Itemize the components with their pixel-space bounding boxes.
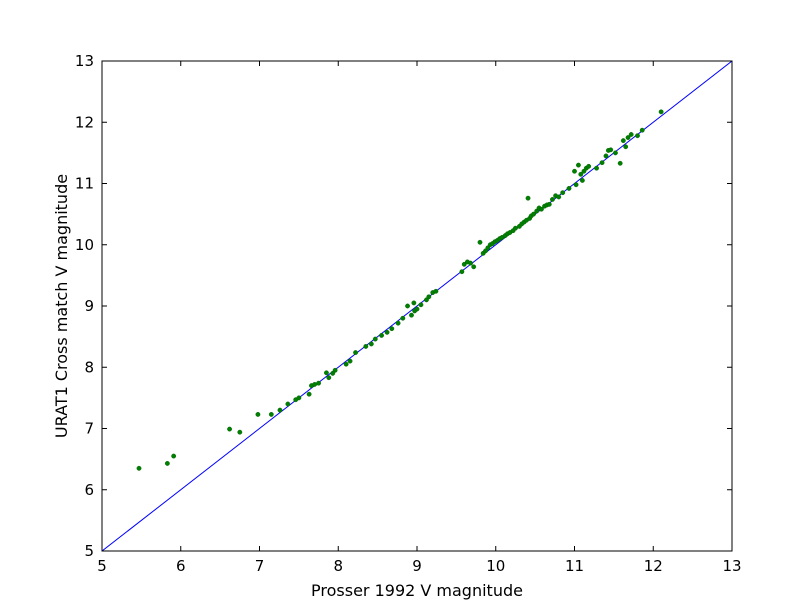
data-point	[579, 178, 585, 183]
data-point	[639, 127, 645, 133]
x-tick-label: 13	[722, 557, 741, 575]
data-point	[433, 288, 439, 294]
data-point	[372, 336, 378, 342]
data-point	[513, 225, 518, 231]
data-point	[477, 239, 483, 245]
data-point	[471, 264, 477, 270]
plot-area	[102, 61, 732, 551]
x-tick-label: 12	[644, 557, 663, 575]
plot-frame	[101, 60, 733, 552]
data-point	[461, 261, 467, 267]
data-point	[405, 303, 410, 309]
data-point	[414, 306, 420, 312]
x-axis-title: Prosser 1992 V magnitude	[311, 581, 523, 600]
reference-line	[102, 61, 732, 551]
data-point	[560, 190, 566, 196]
x-tick-label: 9	[412, 557, 422, 575]
data-point	[625, 135, 631, 140]
data-point	[312, 381, 318, 387]
data-point	[164, 461, 170, 466]
data-point	[136, 465, 142, 471]
y-tick-label: 6	[84, 481, 94, 499]
data-point	[599, 160, 605, 166]
data-point	[613, 150, 618, 156]
y-tick-label: 13	[75, 52, 94, 70]
data-point	[384, 329, 390, 335]
data-point	[347, 358, 353, 364]
y-tick-label: 12	[75, 113, 94, 131]
data-point	[316, 380, 321, 386]
data-point	[623, 144, 629, 150]
x-tick-label: 10	[486, 557, 505, 575]
data-point	[389, 326, 395, 332]
data-point	[617, 160, 623, 166]
x-tick-label: 8	[333, 557, 343, 575]
data-point	[550, 197, 555, 202]
y-tick-label: 8	[84, 358, 94, 376]
data-point	[573, 182, 579, 188]
y-tick-label: 7	[84, 420, 94, 438]
data-point	[658, 109, 664, 115]
data-point	[635, 133, 640, 139]
data-point	[468, 260, 473, 266]
x-tick-label: 7	[255, 557, 265, 575]
x-tick-label: 6	[176, 557, 186, 575]
data-point	[255, 412, 261, 417]
data-point	[324, 370, 329, 376]
data-point	[277, 407, 283, 413]
x-tick-label: 11	[565, 557, 584, 575]
data-point	[306, 391, 312, 397]
data-point	[556, 194, 562, 200]
data-point	[227, 426, 232, 432]
data-point	[400, 315, 406, 321]
x-tick-label: 5	[97, 557, 107, 575]
data-point	[586, 163, 592, 169]
y-axis: 5 6 7 8 9 10 11 12 13	[75, 52, 732, 560]
data-point	[525, 195, 531, 201]
data-point	[268, 412, 274, 417]
data-point	[576, 162, 581, 168]
data-point	[379, 332, 384, 338]
data-point	[603, 153, 609, 159]
data-point	[539, 206, 544, 212]
data-point	[459, 269, 465, 275]
data-point	[332, 367, 338, 373]
data-point	[531, 211, 536, 217]
data-point	[620, 138, 626, 144]
data-point	[171, 453, 177, 459]
data-point	[566, 185, 572, 191]
data-point	[296, 395, 302, 401]
y-tick-label: 5	[84, 542, 94, 560]
data-point	[409, 312, 414, 318]
data-point	[285, 401, 291, 407]
data-points	[136, 109, 664, 471]
data-point	[578, 171, 584, 177]
data-point	[628, 132, 634, 137]
y-tick-label: 9	[84, 297, 94, 315]
data-point	[411, 300, 417, 306]
y-axis-title: URAT1 Cross match V magnitude	[52, 174, 71, 438]
y-tick-label: 10	[75, 236, 94, 254]
data-point	[426, 294, 432, 300]
data-point	[368, 341, 374, 347]
data-point	[594, 165, 599, 171]
data-point	[343, 361, 349, 367]
y-tick-label: 11	[75, 175, 94, 193]
data-point	[363, 344, 369, 349]
data-point	[546, 201, 552, 207]
data-point	[353, 350, 358, 355]
data-point	[608, 147, 614, 153]
data-point	[395, 320, 401, 326]
data-point	[237, 429, 243, 435]
x-axis: 5 6 7 8 9 10 11 12 13	[97, 61, 742, 575]
data-point	[418, 302, 424, 308]
data-point	[572, 168, 577, 174]
data-point	[326, 375, 332, 381]
